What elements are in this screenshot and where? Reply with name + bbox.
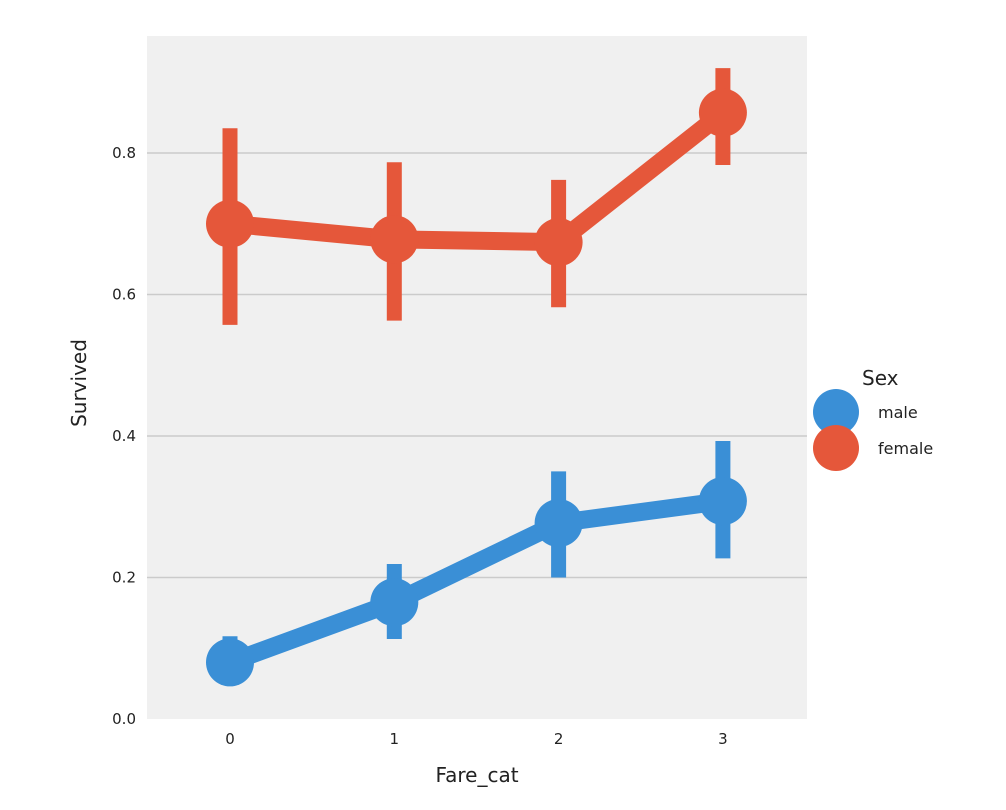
data-point bbox=[206, 199, 254, 248]
x-tick-label: 3 bbox=[718, 730, 728, 748]
y-tick-label: 0.4 bbox=[112, 427, 136, 445]
data-point bbox=[698, 88, 747, 137]
data-point bbox=[698, 477, 747, 526]
legend: Sex male female bbox=[813, 366, 933, 471]
y-tick-label: 0.0 bbox=[112, 710, 136, 728]
legend-label-male: male bbox=[878, 403, 918, 422]
legend-title: Sex bbox=[862, 366, 899, 390]
series bbox=[206, 68, 747, 687]
gridlines bbox=[147, 152, 807, 579]
x-tick-label: 0 bbox=[225, 730, 235, 748]
data-point bbox=[206, 638, 254, 687]
data-point bbox=[534, 218, 583, 267]
legend-marker-male bbox=[813, 389, 859, 435]
x-tick-label: 2 bbox=[554, 730, 564, 748]
y-tick-label: 0.6 bbox=[112, 286, 136, 304]
data-point bbox=[370, 578, 419, 627]
series-female bbox=[206, 68, 747, 325]
data-point bbox=[534, 499, 583, 548]
x-tick-label: 1 bbox=[390, 730, 400, 748]
y-tick-label: 0.8 bbox=[112, 144, 136, 162]
legend-marker-female bbox=[813, 425, 859, 471]
series-male bbox=[206, 440, 747, 687]
y-tick-label: 0.2 bbox=[112, 569, 136, 587]
plot-background bbox=[147, 36, 807, 719]
legend-label-female: female bbox=[878, 439, 933, 458]
x-axis-label: Fare_cat bbox=[435, 763, 518, 787]
y-axis-label: Survived bbox=[67, 339, 91, 427]
data-point bbox=[370, 215, 419, 264]
series-line bbox=[229, 105, 729, 252]
x-tick-labels: 0 1 2 3 bbox=[225, 730, 727, 748]
y-tick-labels: 0.0 0.2 0.4 0.6 0.8 bbox=[112, 144, 136, 728]
series-line bbox=[226, 492, 725, 671]
